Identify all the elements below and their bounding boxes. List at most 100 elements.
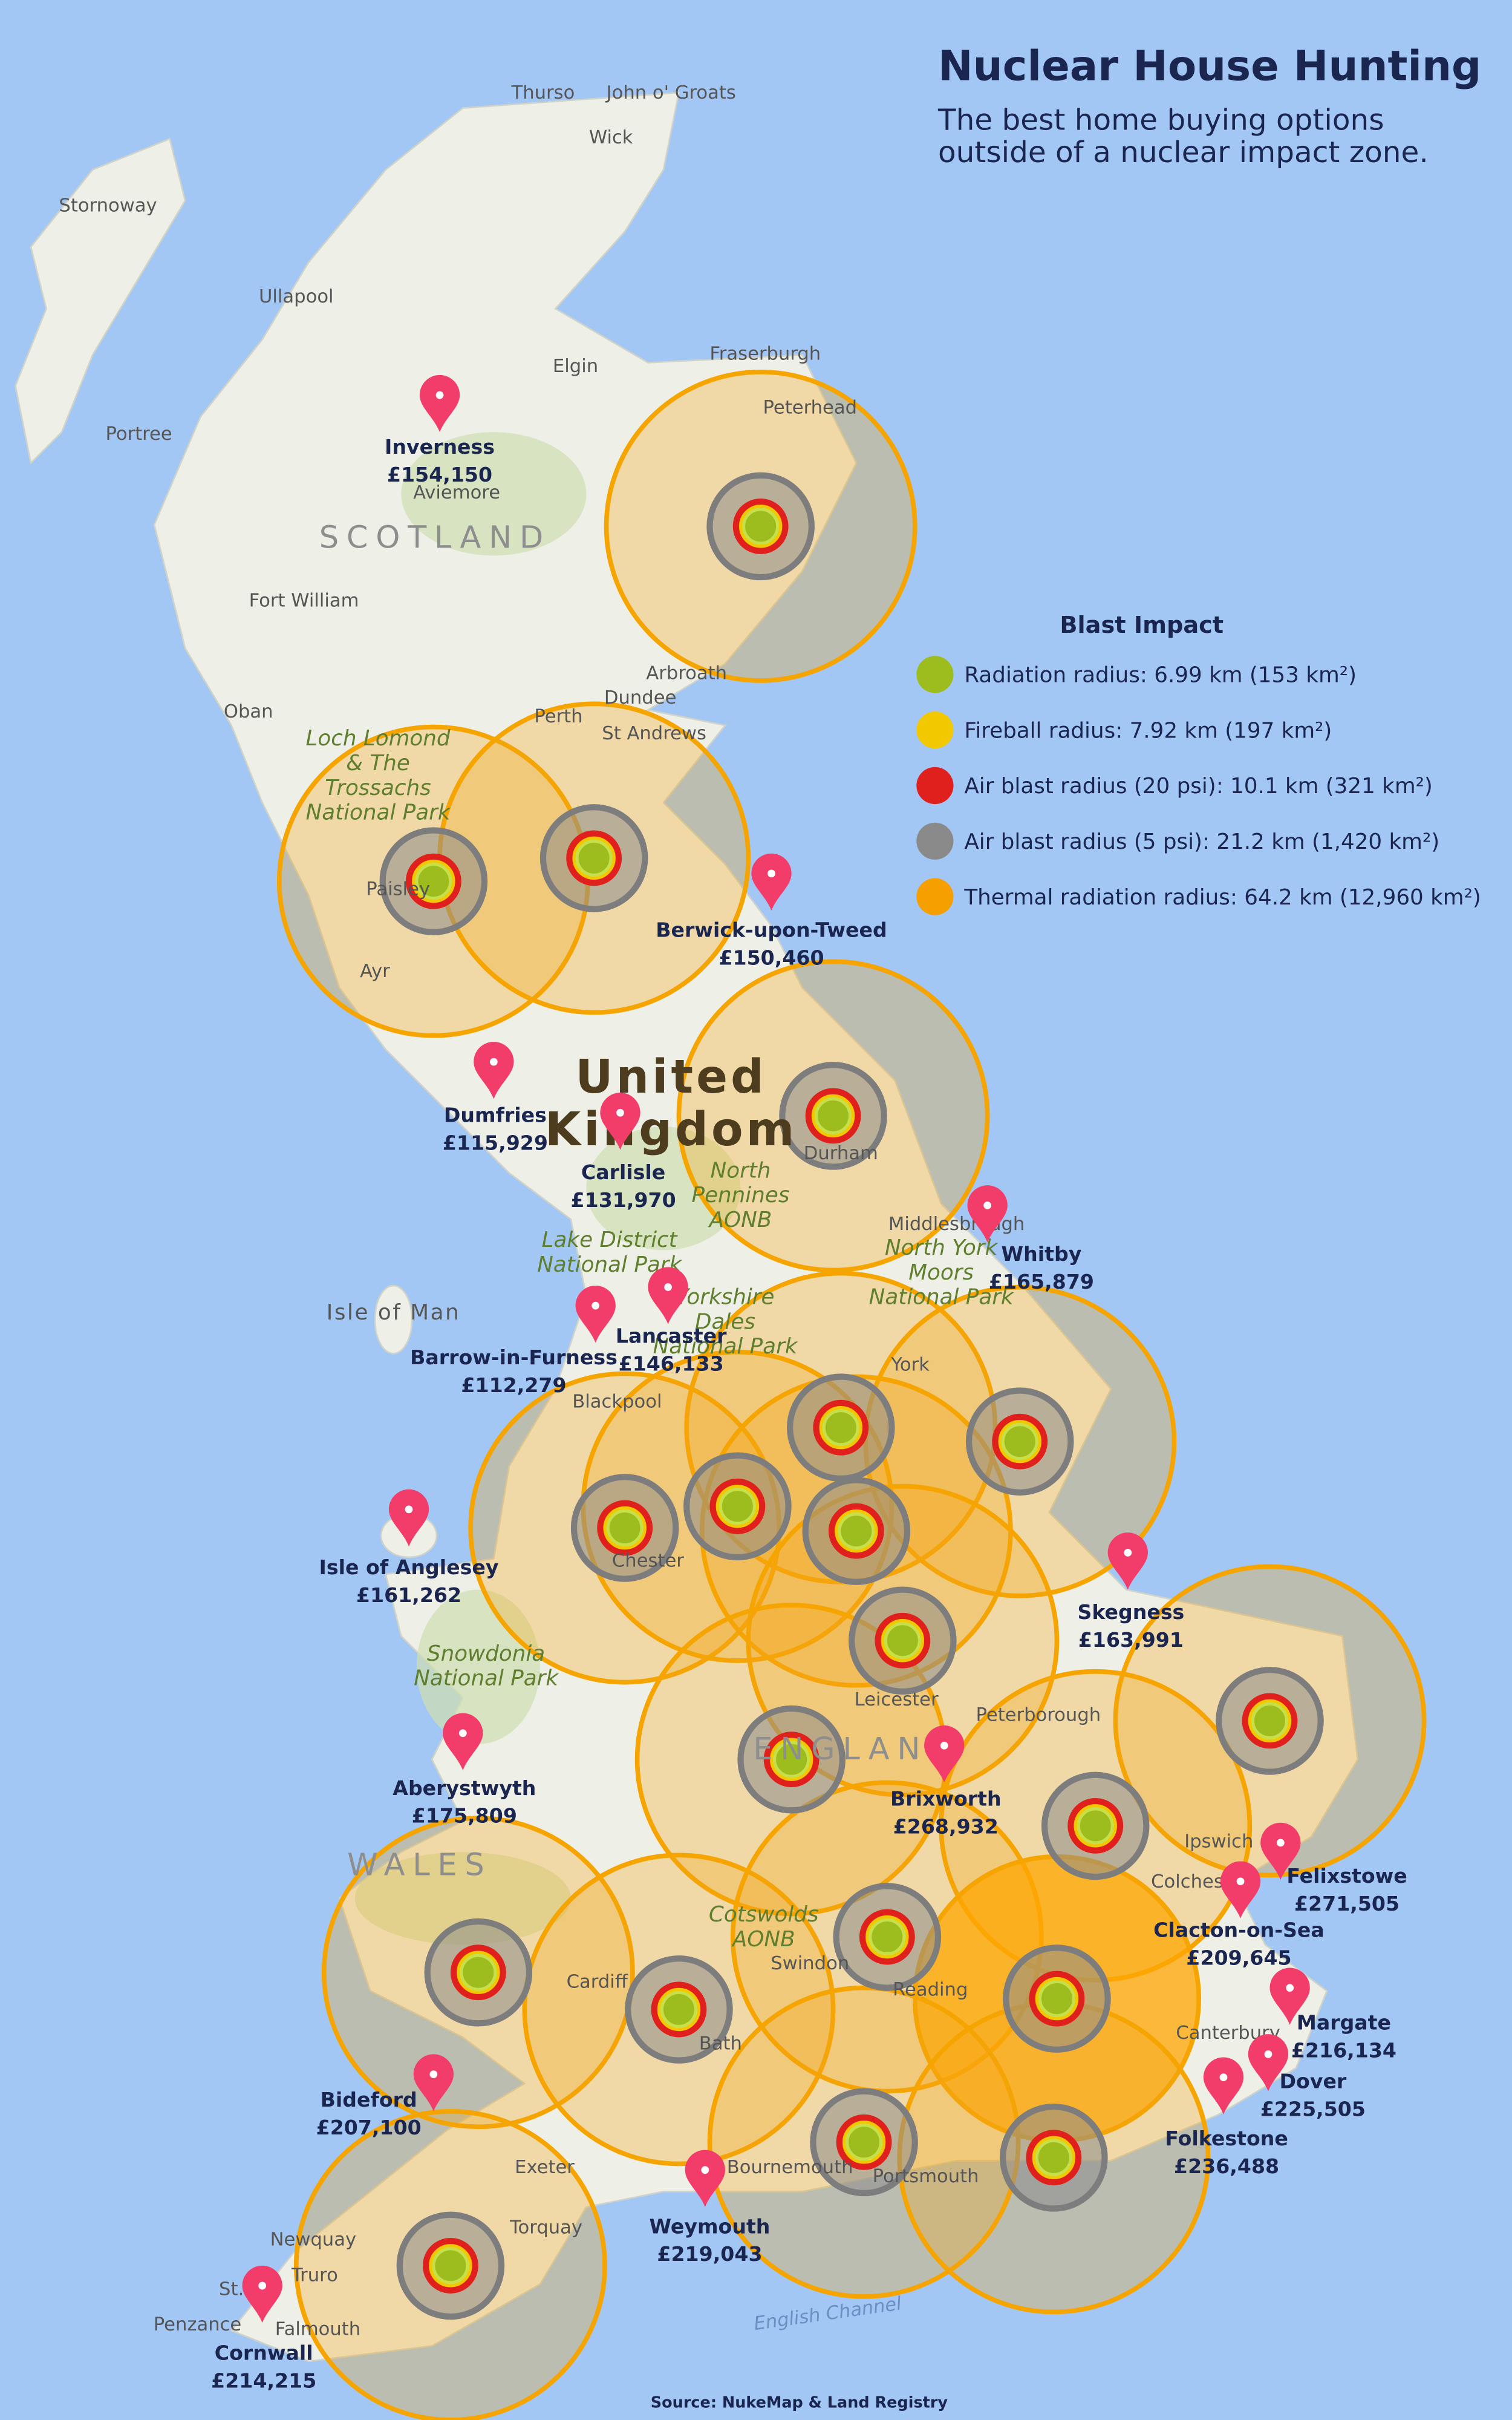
pin-dot [664, 1283, 672, 1291]
place-label: York [890, 1354, 930, 1375]
pin [751, 853, 792, 911]
place-label: Oban [224, 701, 273, 722]
pin-price: £146,133 [619, 1352, 724, 1375]
pin-name: Inverness [385, 435, 495, 459]
radiation [1035, 2139, 1072, 2176]
radiation [1001, 1423, 1038, 1460]
pin-dot [405, 1505, 413, 1514]
radiation [868, 1918, 906, 1956]
place-label: Newquay [270, 2229, 356, 2251]
pin [443, 1713, 483, 1771]
legend-swatch [916, 711, 954, 749]
pin [413, 2054, 454, 2111]
pin-dot [258, 2281, 267, 2290]
place-label: Dundee [604, 687, 676, 708]
subtitle: The best home buying options [937, 103, 1384, 137]
pin-price: £207,100 [316, 2116, 422, 2139]
pin [600, 1093, 640, 1150]
pins: Inverness £154,150 Berwick-upon-Tweed £150,… [211, 374, 1407, 2392]
place-label: Stornoway [59, 195, 157, 216]
radiation [1077, 1807, 1114, 1845]
subtitle: outside of a nuclear impact zone. [938, 136, 1429, 169]
legend-label: Air blast radius (20 psi): 10.1 km (321 … [964, 774, 1432, 799]
pin [1269, 1967, 1310, 2025]
radiation [742, 508, 780, 545]
radiation [660, 1990, 698, 2029]
pin [1220, 1861, 1261, 1918]
legend-label: Thermal radiation radius: 64.2 km (12,96… [963, 885, 1481, 910]
place-label: Trossachs [325, 776, 431, 800]
radiation [1251, 1702, 1289, 1739]
place-label: ENGLAND [753, 1732, 959, 1767]
pin-price: £165,879 [989, 1270, 1094, 1293]
place-label: National Park [414, 1666, 559, 1691]
place-label: National Park [653, 1334, 798, 1359]
place-label: St. [219, 2278, 244, 2300]
place-label: Aviemore [413, 482, 500, 503]
pin-name: Dumfries [444, 1104, 547, 1127]
pin-dot [701, 2166, 709, 2174]
place-label: Moors [908, 1260, 974, 1285]
place-label: Swindon [771, 1953, 849, 1974]
place-label: Cotswolds [709, 1902, 819, 1927]
pin-price: £112,279 [461, 1373, 566, 1397]
pin-name: Margate [1297, 2011, 1391, 2035]
pin-price: £115,929 [443, 1131, 548, 1155]
legend-label: Radiation radius: 6.99 km (153 km²) [964, 663, 1357, 688]
pin-dot [1264, 2050, 1272, 2058]
pin-price: £236,488 [1174, 2154, 1279, 2178]
pin-dot [616, 1108, 624, 1117]
pin-price: £225,505 [1260, 2097, 1366, 2121]
place-label: Yorkshire [676, 1285, 775, 1310]
pin [419, 374, 460, 433]
legend-swatch [916, 878, 954, 915]
pin-dot [983, 1201, 992, 1209]
place-label: Fraserburgh [709, 343, 821, 364]
pin [242, 2265, 282, 2323]
place-label: Arbroath [646, 662, 727, 684]
pin-price: £219,043 [657, 2242, 762, 2266]
place-label: SCOTLAND [319, 520, 551, 556]
place-label: Elgin [553, 356, 598, 377]
place-label: Lake District [542, 1228, 679, 1252]
radiation [773, 1741, 810, 1778]
place-label: Fort William [249, 590, 359, 612]
radiation [845, 2124, 883, 2161]
pin-price: £150,460 [719, 946, 824, 969]
place-label: Ayr [360, 961, 390, 982]
pin-price: £271,505 [1294, 1892, 1400, 1915]
pin-name: Brixworth [890, 1787, 1002, 1811]
legend-label: Fireball radius: 7.92 km (197 km²) [964, 718, 1332, 743]
place-label: Paisley [366, 879, 430, 900]
place-labels: Thurso John o' Groats Wick Stornoway Ullapoo… [59, 82, 1280, 2340]
place-label: Dales [695, 1309, 755, 1334]
radiation [884, 1622, 921, 1660]
pin-price: £268,932 [893, 1815, 999, 1839]
radiation [606, 1509, 644, 1547]
place-label: North [711, 1158, 771, 1183]
pin-price: £131,970 [571, 1188, 676, 1212]
place-label: Ipswich [1184, 1831, 1253, 1853]
pin-name: Dover [1280, 2070, 1347, 2093]
pin [1107, 1532, 1148, 1590]
radiation [460, 1954, 497, 1991]
pin [1248, 2034, 1289, 2091]
radiation [814, 1097, 852, 1134]
pin-dot [1236, 1877, 1245, 1886]
radiation [719, 1488, 756, 1525]
pin-name: Lancaster [616, 1324, 727, 1347]
pin-price: £154,150 [387, 463, 492, 486]
pin-name: Felixstowe [1286, 1864, 1407, 1888]
source: Source: NukeMap & Land Registry [651, 2394, 948, 2412]
place-label: Snowdonia [427, 1641, 545, 1666]
place-label: Portsmouth [873, 2166, 979, 2187]
place-label: Bournemouth [727, 2157, 853, 2178]
place-label: Durham [804, 1143, 878, 1164]
pin-dot [940, 1741, 948, 1750]
pin-dot [767, 869, 775, 878]
place-label: Falmouth [275, 2319, 360, 2340]
place-label: National Park [869, 1285, 1014, 1310]
place-label: North York [885, 1235, 999, 1260]
place-label: Cardiff [567, 1972, 628, 1993]
legend: Blast Impact Radiation radius: 6.99 km (… [916, 612, 1481, 915]
